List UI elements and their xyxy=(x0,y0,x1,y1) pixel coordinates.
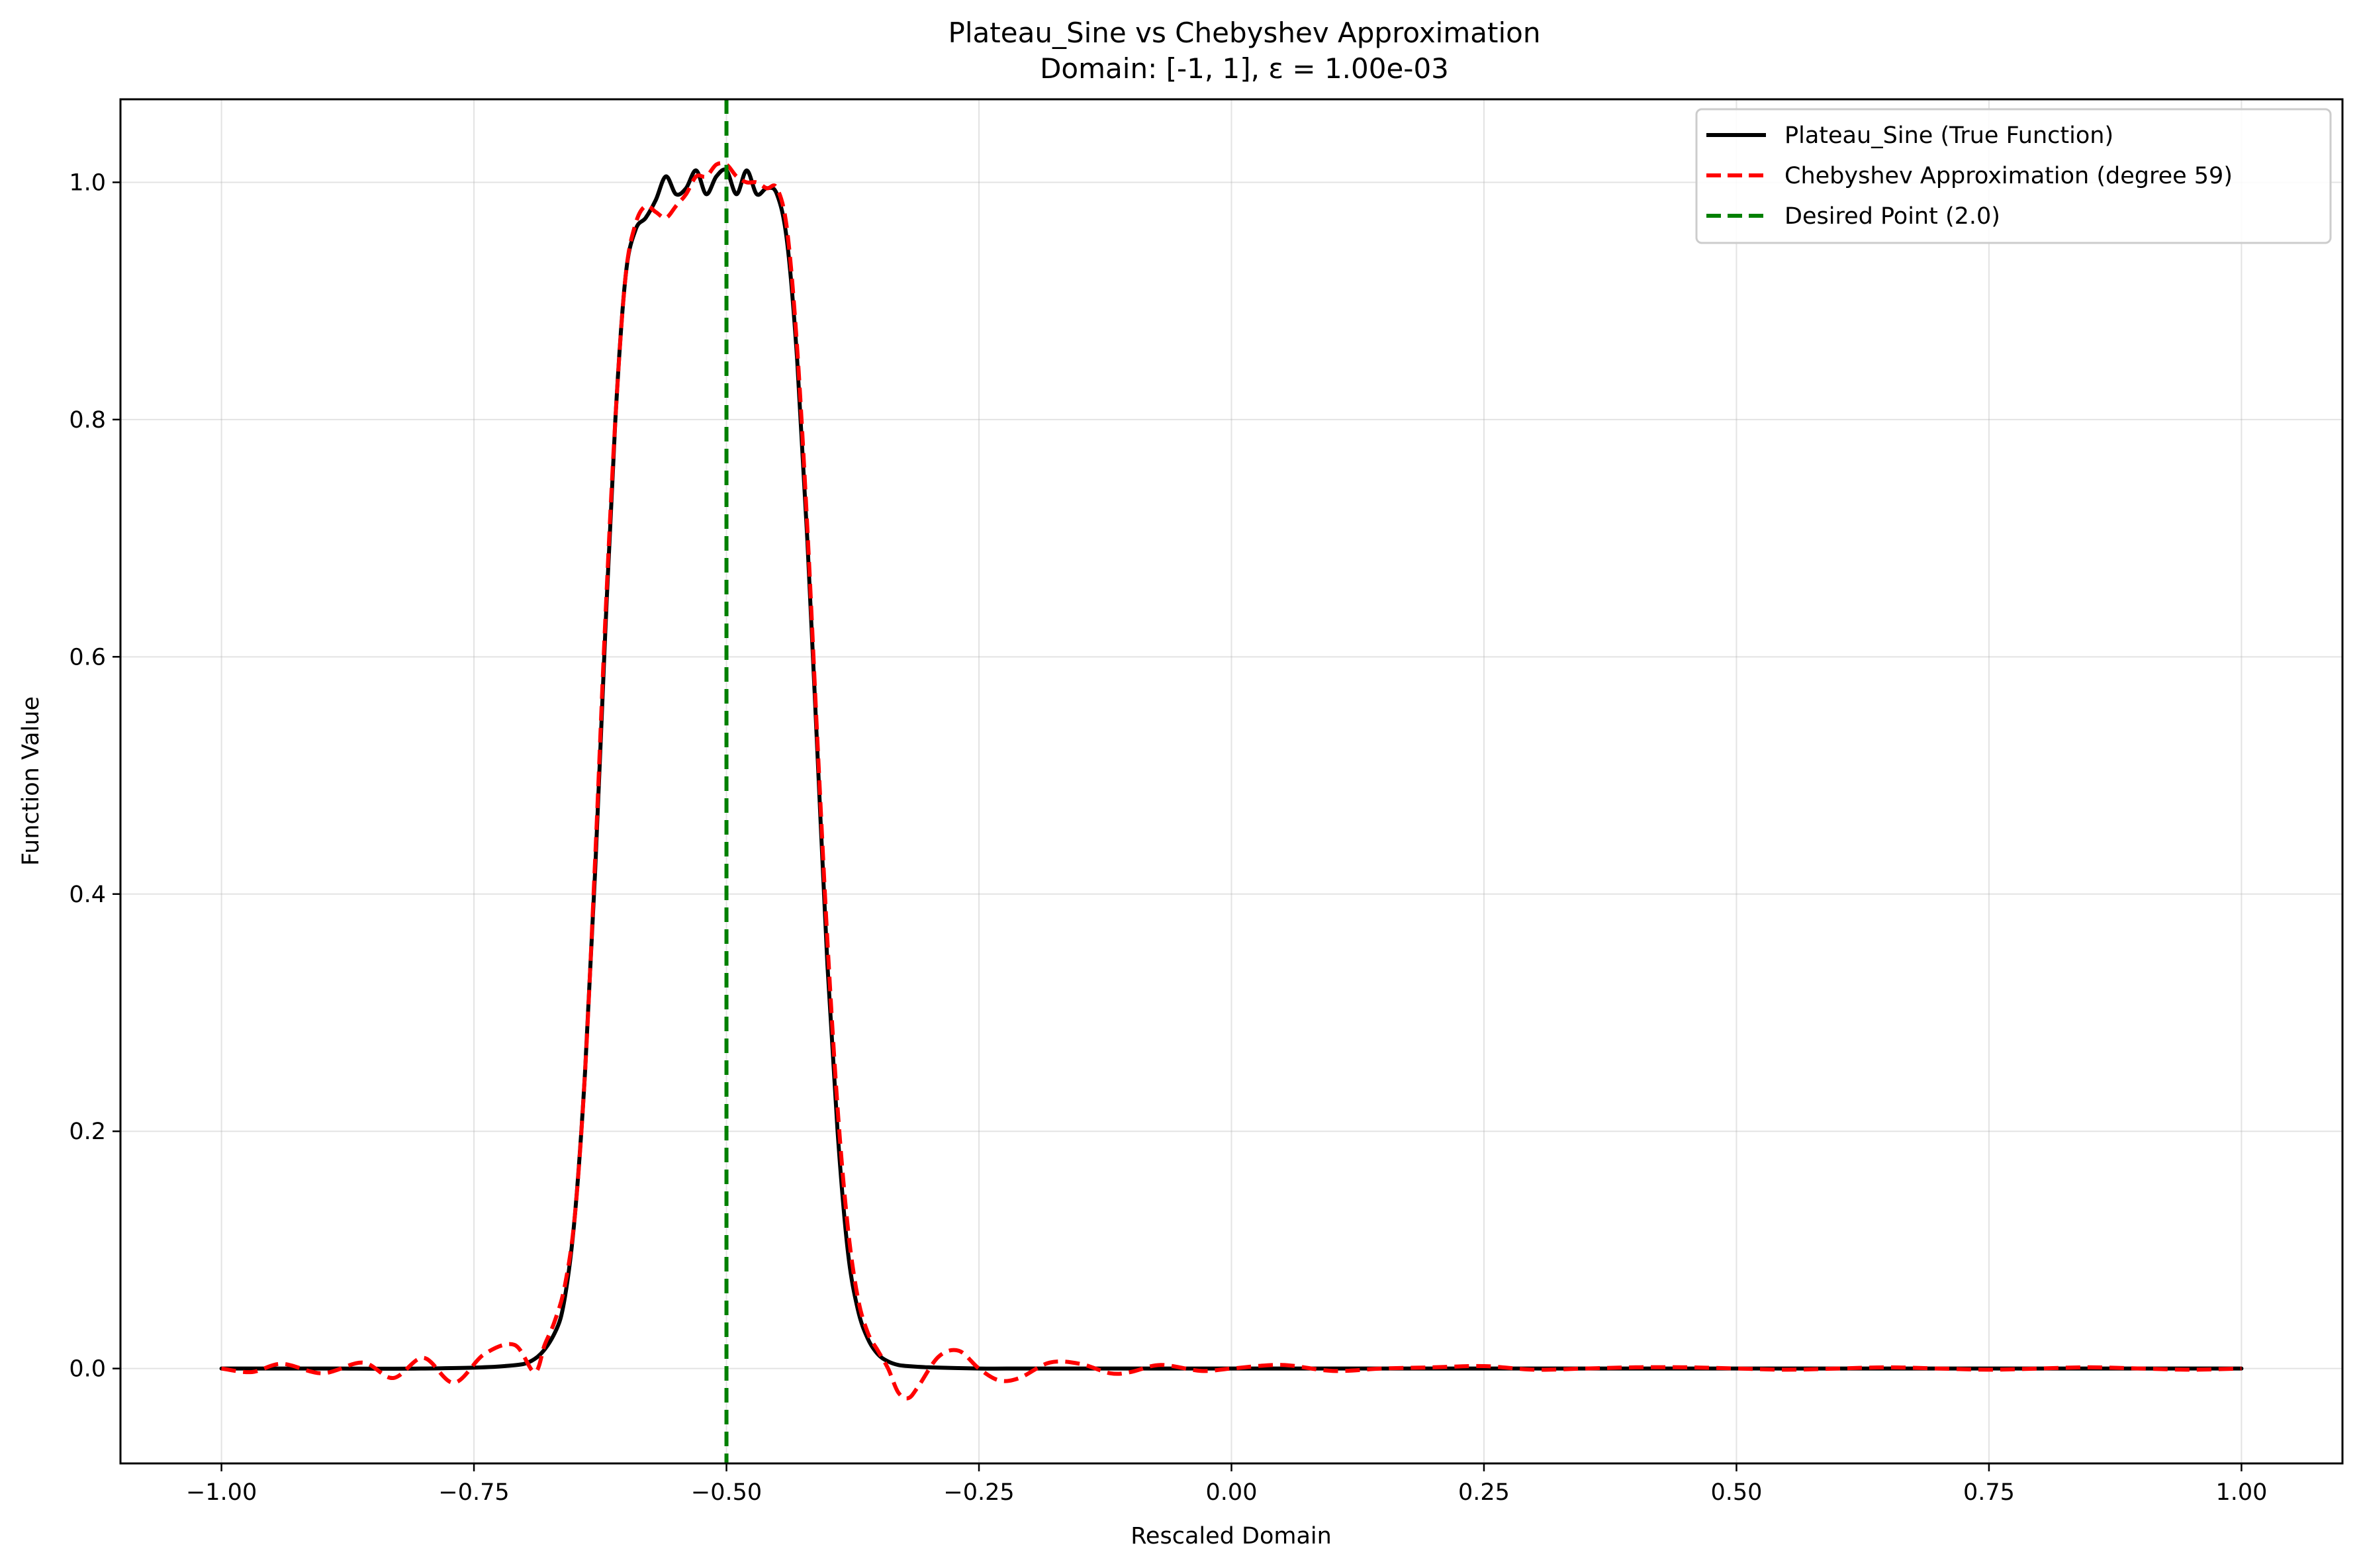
y-tick-label: 0.2 xyxy=(69,1119,106,1145)
y-tick-label: 0.6 xyxy=(69,644,106,670)
ticks: −1.00 −0.75 −0.50 −0.25 0.00 0.25 0.50 0.75 1.00… xyxy=(69,169,2267,1506)
legend-box xyxy=(1695,108,2332,244)
data-series xyxy=(219,99,2244,1463)
y-tick-label: 0.0 xyxy=(69,1356,106,1383)
x-tick-label: −1.00 xyxy=(186,1479,257,1506)
x-tick-label: 0.25 xyxy=(1458,1479,1510,1506)
x-tick-label: 0.00 xyxy=(1206,1479,1258,1506)
legend-label-desired-point: Desired Point (2.0) xyxy=(1784,203,2000,230)
legend: Plateau_Sine (True Function) Chebyshev A… xyxy=(1695,108,2332,244)
legend-label-true-function: Plateau_Sine (True Function) xyxy=(1784,122,2113,149)
series-line-chebyshev xyxy=(221,161,2242,1401)
y-axis-label: Function Value xyxy=(18,696,44,866)
x-tick-label: −0.50 xyxy=(691,1479,762,1506)
y-tick-label: 1.0 xyxy=(69,169,106,196)
y-tick-label: 0.8 xyxy=(69,407,106,434)
x-axis-label: Rescaled Domain xyxy=(1131,1523,1332,1549)
x-tick-label: 0.50 xyxy=(1710,1479,1762,1506)
y-tick-label: 0.4 xyxy=(69,882,106,908)
x-tick-label: −0.75 xyxy=(438,1479,509,1506)
legend-label-chebyshev: Chebyshev Approximation (degree 59) xyxy=(1784,163,2233,189)
x-tick-label: 1.00 xyxy=(2215,1479,2267,1506)
chart-title: Plateau_Sine vs Chebyshev Approximation xyxy=(949,17,1541,49)
chart-subtitle: Domain: [-1, 1], ε = 1.00e-03 xyxy=(1040,52,1449,85)
x-tick-label: −0.25 xyxy=(943,1479,1014,1506)
x-tick-label: 0.75 xyxy=(1963,1479,2015,1506)
